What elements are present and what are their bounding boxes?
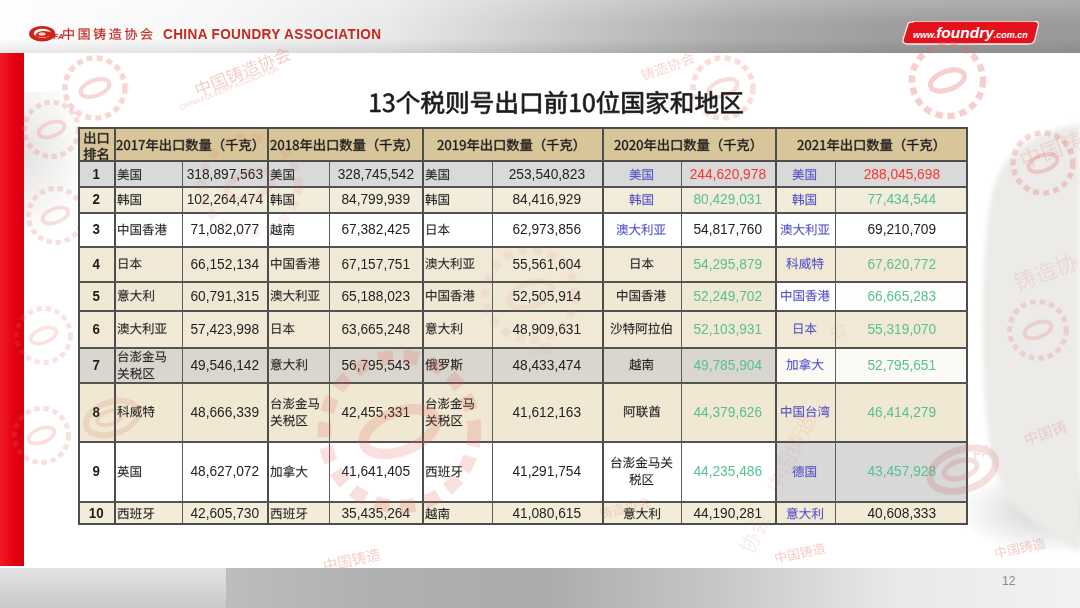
svg-text:FA: FA xyxy=(970,440,993,462)
